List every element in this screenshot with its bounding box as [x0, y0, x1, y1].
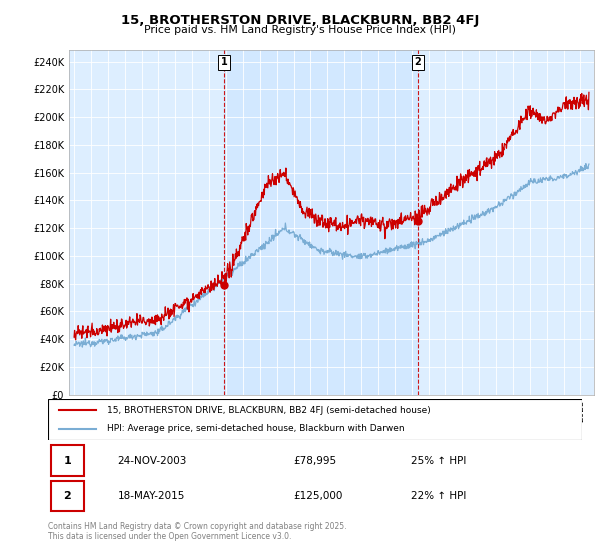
Text: 18-MAY-2015: 18-MAY-2015 [118, 491, 185, 501]
FancyBboxPatch shape [50, 445, 84, 476]
Text: £125,000: £125,000 [293, 491, 343, 501]
Text: 25% ↑ HPI: 25% ↑ HPI [411, 456, 466, 465]
Text: 2: 2 [415, 57, 421, 67]
Text: 2: 2 [64, 491, 71, 501]
Text: 1: 1 [221, 57, 227, 67]
Text: Price paid vs. HM Land Registry's House Price Index (HPI): Price paid vs. HM Land Registry's House … [144, 25, 456, 35]
Text: Contains HM Land Registry data © Crown copyright and database right 2025.
This d: Contains HM Land Registry data © Crown c… [48, 522, 347, 542]
FancyBboxPatch shape [50, 480, 84, 511]
Text: 15, BROTHERSTON DRIVE, BLACKBURN, BB2 4FJ (semi-detached house): 15, BROTHERSTON DRIVE, BLACKBURN, BB2 4F… [107, 405, 430, 414]
Text: 1: 1 [64, 456, 71, 465]
Text: 22% ↑ HPI: 22% ↑ HPI [411, 491, 466, 501]
Text: HPI: Average price, semi-detached house, Blackburn with Darwen: HPI: Average price, semi-detached house,… [107, 424, 404, 433]
FancyBboxPatch shape [48, 399, 582, 440]
Text: 15, BROTHERSTON DRIVE, BLACKBURN, BB2 4FJ: 15, BROTHERSTON DRIVE, BLACKBURN, BB2 4F… [121, 14, 479, 27]
Bar [224, 50, 418, 395]
Text: £78,995: £78,995 [293, 456, 337, 465]
Text: 24-NOV-2003: 24-NOV-2003 [118, 456, 187, 465]
